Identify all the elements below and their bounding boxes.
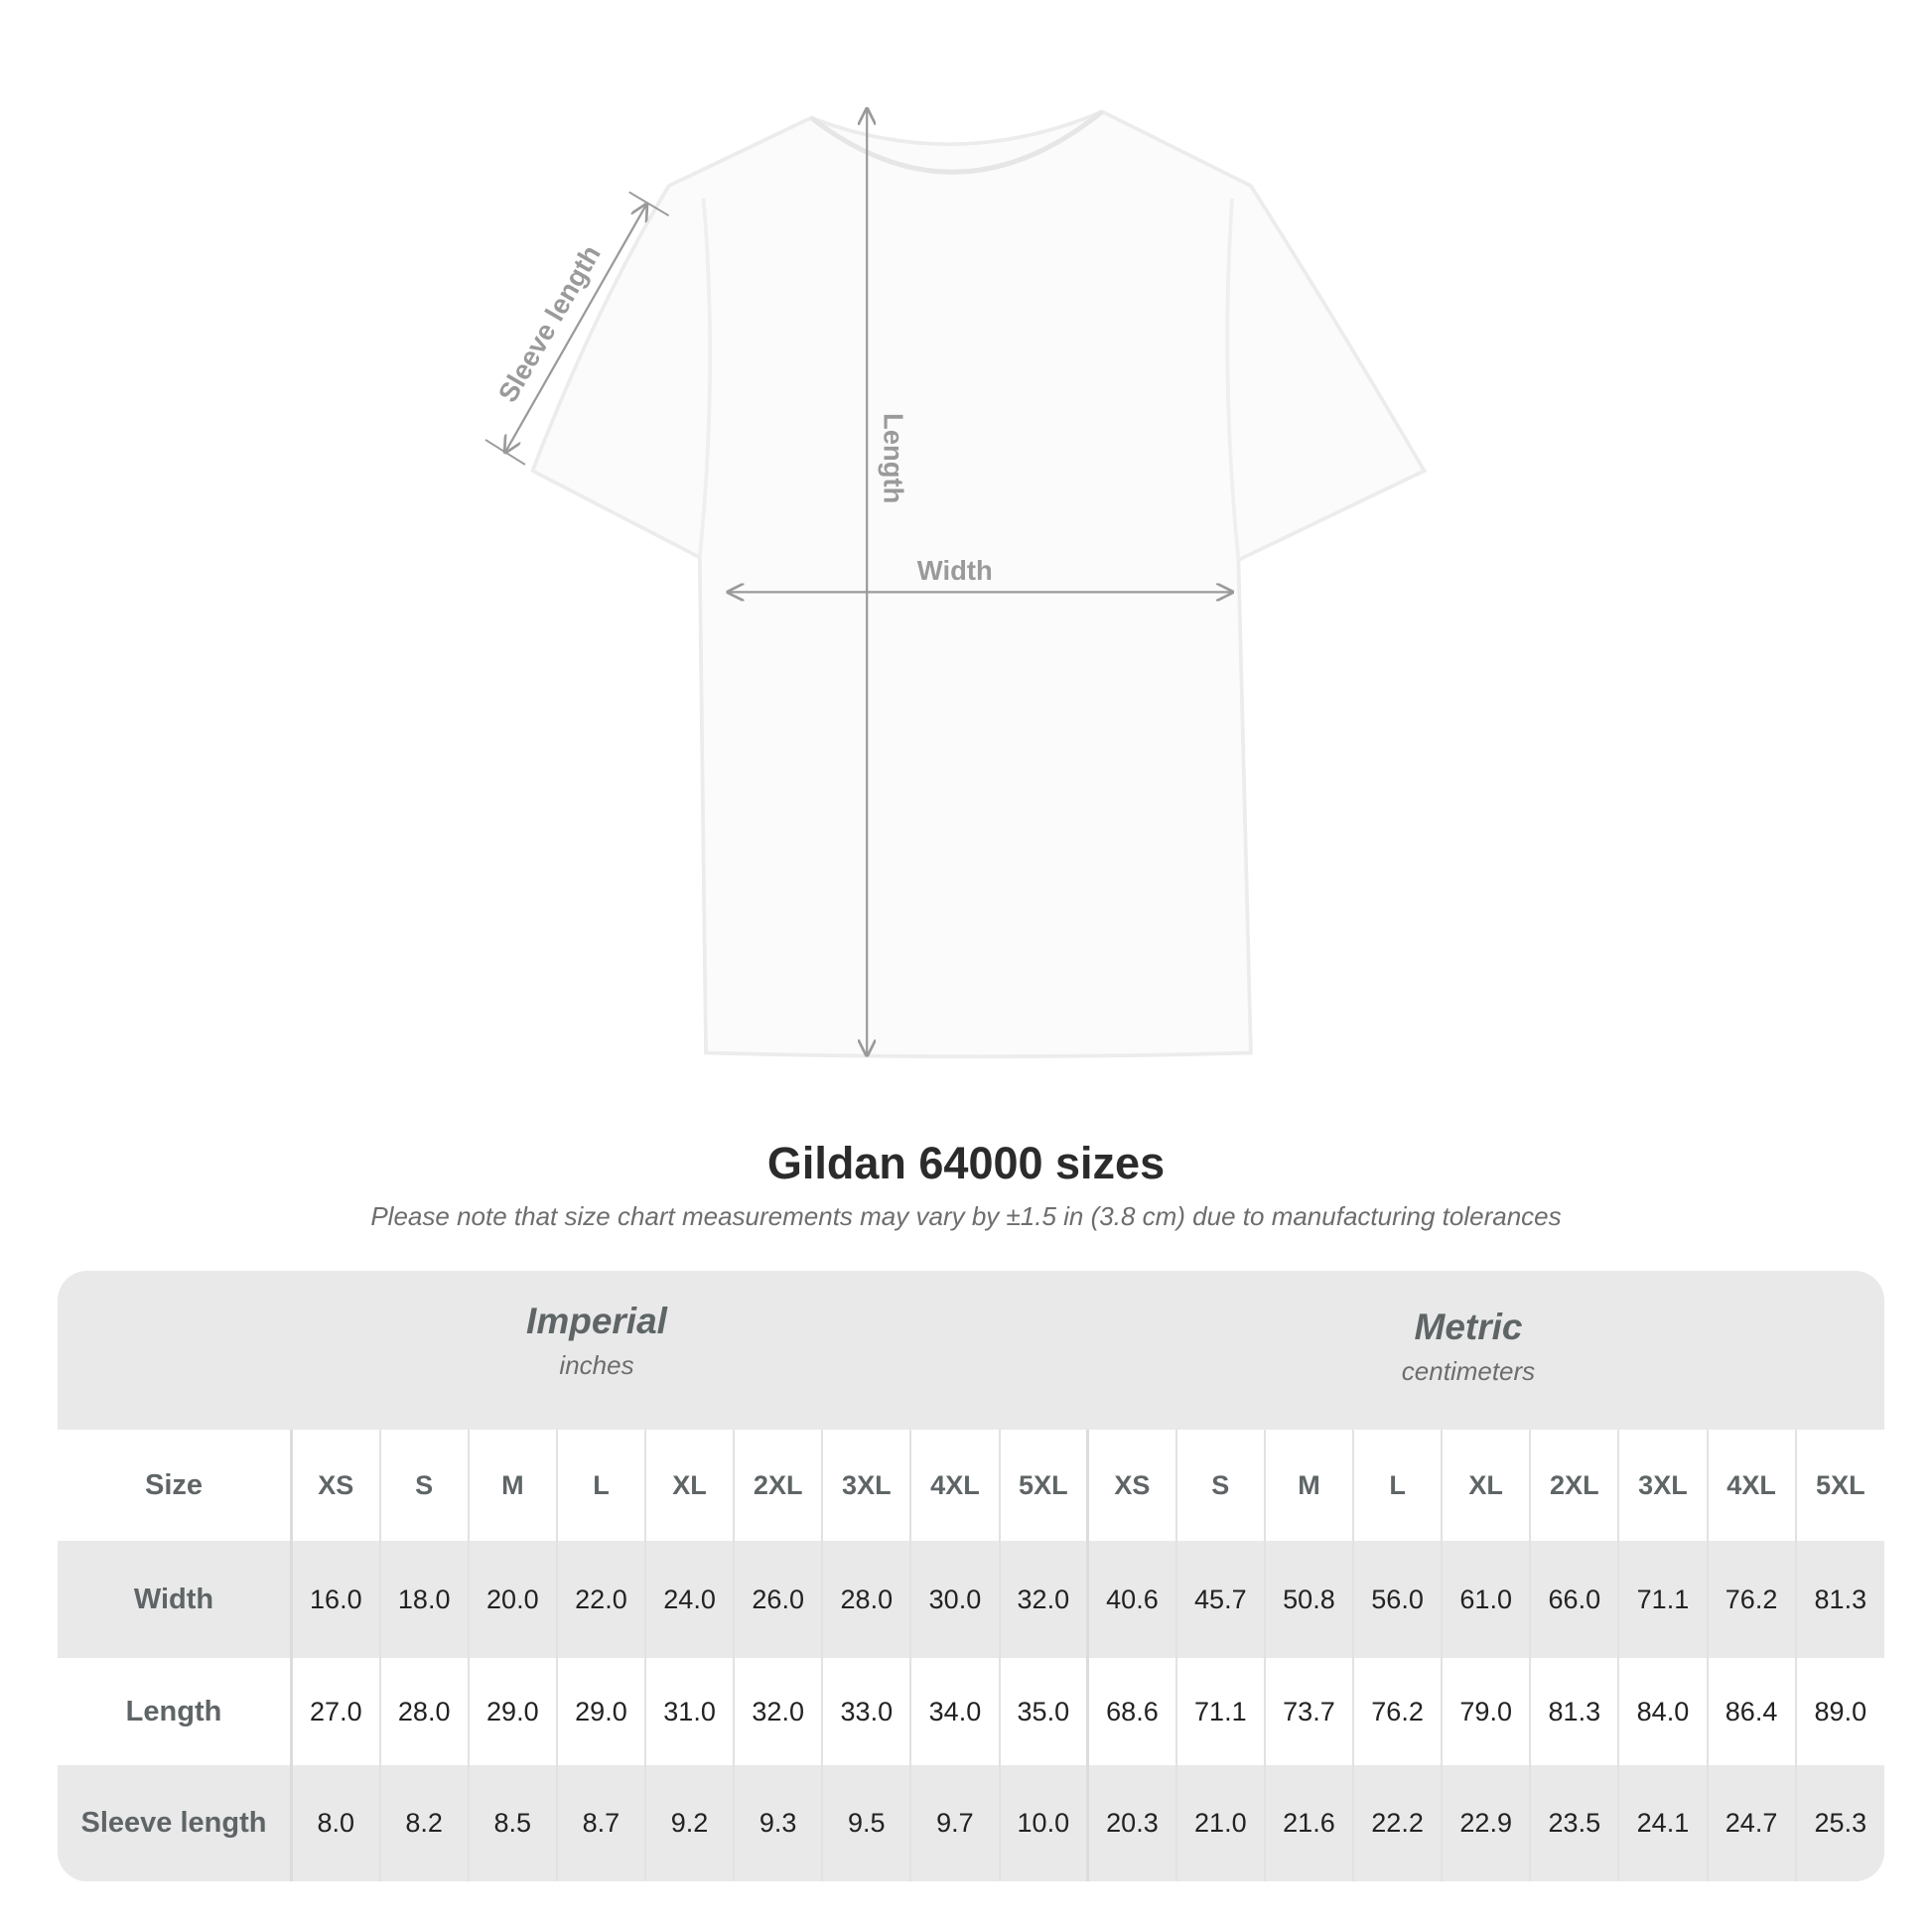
- metric-size-4xl: 4XL: [1706, 1430, 1796, 1541]
- imperial-size-5xl: 5XL: [998, 1430, 1088, 1541]
- tolerance-note: Please note that size chart measurements…: [370, 1201, 1562, 1231]
- metric-value: 56.0: [1351, 1541, 1443, 1658]
- tshirt-diagram: Length Width Sleeve length: [484, 0, 1428, 1059]
- metric-size-xl: XL: [1441, 1430, 1531, 1541]
- imperial-value: 34.0: [909, 1658, 1000, 1765]
- row-label: Width: [58, 1541, 293, 1658]
- imperial-value: 20.0: [467, 1541, 557, 1658]
- imperial-value: 22.0: [555, 1541, 645, 1658]
- size-header-label: Size: [58, 1430, 293, 1541]
- imperial-value: 9.3: [733, 1765, 823, 1881]
- metric-size-s: S: [1174, 1430, 1265, 1541]
- imperial-size-4xl: 4XL: [909, 1430, 1000, 1541]
- imperial-size-xl: XL: [643, 1430, 735, 1541]
- metric-group-header: Metric centimeters: [1220, 1307, 1717, 1387]
- imperial-value: 33.0: [821, 1658, 911, 1765]
- metric-value: 84.0: [1617, 1658, 1708, 1765]
- metric-value: 66.0: [1529, 1541, 1619, 1658]
- table-row: Sleeve length 8.0 8.2 8.5 8.7 9.2 9.3 9.5 9.7 10.…: [58, 1765, 1884, 1881]
- metric-value: 73.7: [1263, 1658, 1353, 1765]
- sleeve-arrow: [505, 205, 646, 452]
- imperial-value: 8.2: [378, 1765, 469, 1881]
- imperial-title: Imperial: [526, 1301, 667, 1341]
- metric-value: 22.2: [1351, 1765, 1443, 1881]
- metric-value: 45.7: [1174, 1541, 1265, 1658]
- length-label: Length: [879, 413, 909, 503]
- metric-value: 22.9: [1441, 1765, 1531, 1881]
- imperial-value: 29.0: [555, 1658, 645, 1765]
- metric-size-m: M: [1263, 1430, 1353, 1541]
- metric-value: 86.4: [1706, 1658, 1796, 1765]
- imperial-value: 8.5: [467, 1765, 557, 1881]
- metric-value: 20.3: [1086, 1765, 1176, 1881]
- imperial-value: 30.0: [909, 1541, 1000, 1658]
- metric-value: 71.1: [1617, 1541, 1708, 1658]
- imperial-value: 24.0: [643, 1541, 735, 1658]
- row-label: Sleeve length: [58, 1765, 293, 1881]
- imperial-value: 32.0: [733, 1658, 823, 1765]
- metric-value: 68.6: [1086, 1658, 1176, 1765]
- metric-size-l: L: [1351, 1430, 1443, 1541]
- metric-value: 61.0: [1441, 1541, 1531, 1658]
- imperial-value: 28.0: [378, 1658, 469, 1765]
- metric-value: 89.0: [1794, 1658, 1884, 1765]
- table-row: Width 16.0 18.0 20.0 22.0 24.0 26.0 28.0 30.0 32.…: [58, 1541, 1884, 1658]
- metric-title: Metric: [1414, 1307, 1523, 1347]
- imperial-value: 16.0: [290, 1541, 380, 1658]
- imperial-value: 31.0: [643, 1658, 735, 1765]
- imperial-value: 8.7: [555, 1765, 645, 1881]
- metric-value: 24.1: [1617, 1765, 1708, 1881]
- imperial-value: 29.0: [467, 1658, 557, 1765]
- metric-value: 76.2: [1706, 1541, 1796, 1658]
- page-title: Gildan 64000 sizes: [766, 1138, 1166, 1188]
- imperial-value: 27.0: [290, 1658, 380, 1765]
- metric-value: 40.6: [1086, 1541, 1176, 1658]
- imperial-value: 28.0: [821, 1541, 911, 1658]
- metric-value: 79.0: [1441, 1658, 1531, 1765]
- metric-size-xs: XS: [1086, 1430, 1176, 1541]
- imperial-unit: inches: [559, 1350, 634, 1380]
- imperial-value: 8.0: [290, 1765, 380, 1881]
- imperial-value: 9.2: [643, 1765, 735, 1881]
- metric-value: 81.3: [1794, 1541, 1884, 1658]
- metric-size-2xl: 2XL: [1529, 1430, 1619, 1541]
- imperial-value: 10.0: [998, 1765, 1088, 1881]
- imperial-value: 9.5: [821, 1765, 911, 1881]
- imperial-value: 26.0: [733, 1541, 823, 1658]
- imperial-size-l: L: [555, 1430, 645, 1541]
- imperial-size-m: M: [467, 1430, 557, 1541]
- metric-value: 24.7: [1706, 1765, 1796, 1881]
- header-row: Size XS S M L XL 2XL 3XL 4XL 5XL XS S M L XL 2XL 3XL 4XL 5…: [58, 1430, 1884, 1541]
- metric-value: 71.1: [1174, 1658, 1265, 1765]
- metric-value: 21.0: [1174, 1765, 1265, 1881]
- metric-value: 50.8: [1263, 1541, 1353, 1658]
- imperial-value: 35.0: [998, 1658, 1088, 1765]
- table-row: Length 27.0 28.0 29.0 29.0 31.0 32.0 33.0 34.0 35…: [58, 1658, 1884, 1765]
- metric-value: 21.6: [1263, 1765, 1353, 1881]
- width-label: Width: [917, 555, 993, 586]
- imperial-size-3xl: 3XL: [821, 1430, 911, 1541]
- metric-value: 81.3: [1529, 1658, 1619, 1765]
- imperial-value: 9.7: [909, 1765, 1000, 1881]
- size-table: Imperial inches Metric centimeters Size X…: [58, 1271, 1884, 1881]
- row-label: Length: [58, 1658, 293, 1765]
- metric-value: 76.2: [1351, 1658, 1443, 1765]
- imperial-size-xs: XS: [290, 1430, 380, 1541]
- metric-unit: centimeters: [1401, 1356, 1536, 1386]
- tshirt-collar: [809, 109, 1104, 175]
- imperial-value: 32.0: [998, 1541, 1088, 1658]
- metric-size-3xl: 3XL: [1617, 1430, 1708, 1541]
- metric-value: 23.5: [1529, 1765, 1619, 1881]
- size-grid: Size XS S M L XL 2XL 3XL 4XL 5XL XS S M L XL 2XL 3XL 4XL 5…: [58, 1430, 1884, 1881]
- metric-size-5xl: 5XL: [1794, 1430, 1884, 1541]
- imperial-value: 18.0: [378, 1541, 469, 1658]
- imperial-size-2xl: 2XL: [733, 1430, 823, 1541]
- metric-value: 25.3: [1794, 1765, 1884, 1881]
- imperial-size-s: S: [378, 1430, 469, 1541]
- imperial-group-header: Imperial inches: [348, 1301, 845, 1381]
